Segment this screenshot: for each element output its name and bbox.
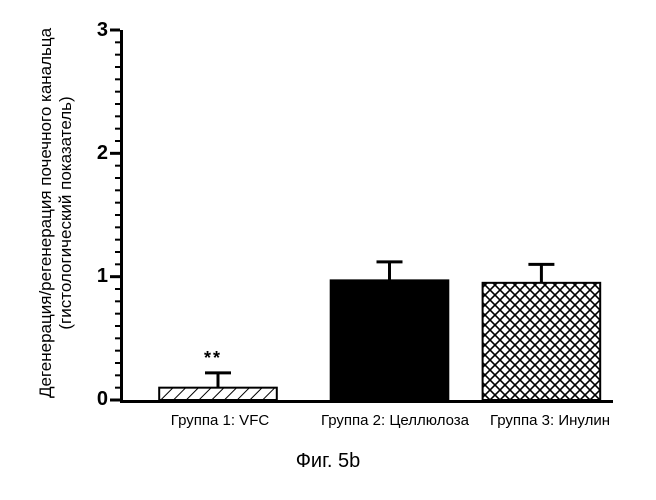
x-label-group2: Группа 2: Целлюлоза: [300, 412, 490, 429]
bar-vfc: [159, 388, 277, 400]
bar-cellulose: [331, 280, 449, 400]
bar-chart-figure: Дегенерация/регенерация почечного каналь…: [0, 0, 656, 500]
x-label-group3: Группа 3: Инулин: [470, 412, 630, 429]
x-label-group1: Группа 1: VFC: [150, 412, 290, 429]
significance-marker-vfc: **: [204, 348, 222, 369]
figure-caption: Фиг. 5b: [0, 450, 656, 473]
bar-inulin: [483, 283, 601, 400]
